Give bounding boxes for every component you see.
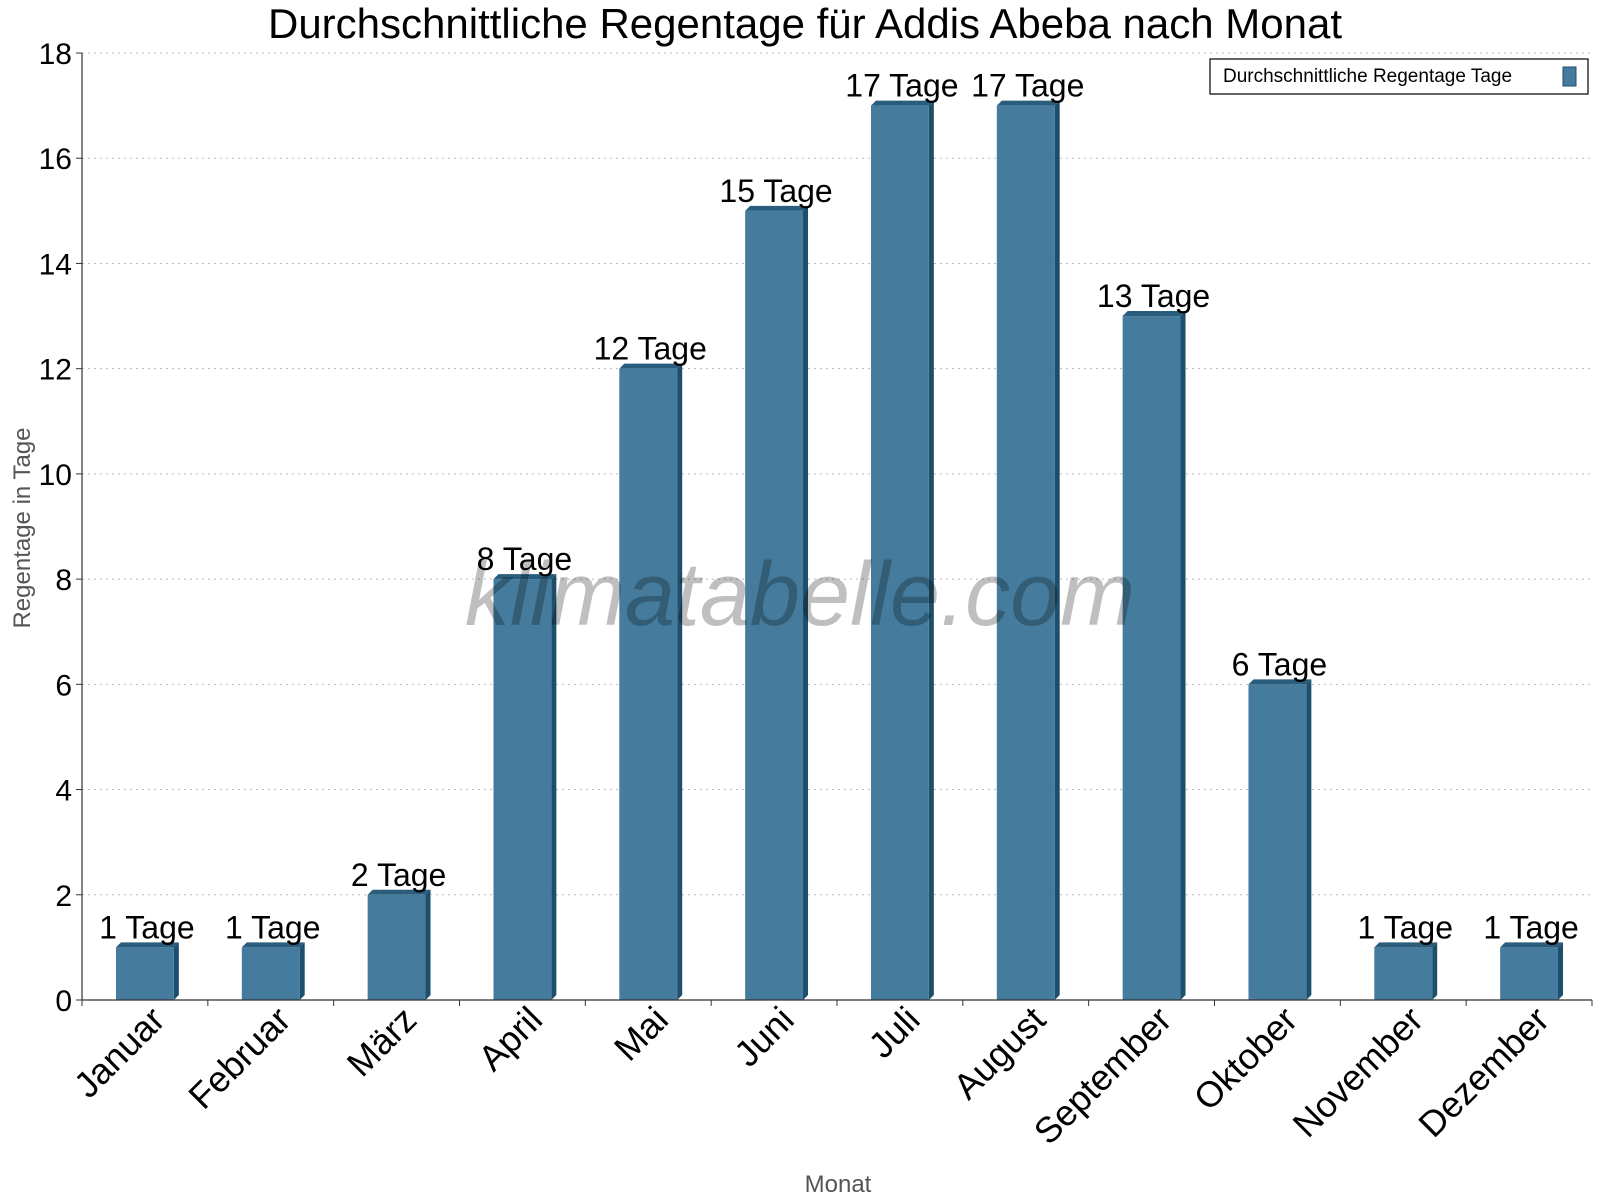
bar-side — [1306, 679, 1312, 1000]
x-tick-label: März — [339, 999, 425, 1085]
data-label: 8 Tage — [477, 541, 573, 577]
data-label: 1 Tage — [1483, 909, 1579, 945]
bar — [1122, 311, 1186, 1000]
bar-top — [1248, 679, 1312, 685]
y-tick-label: 18 — [39, 38, 72, 71]
bar-top — [1122, 311, 1186, 317]
grid — [82, 52, 1592, 896]
bar-face — [1248, 684, 1307, 1000]
y-tick-label: 16 — [39, 143, 72, 176]
bar-top — [619, 363, 683, 369]
bar-face — [619, 368, 678, 1001]
bar-face — [1500, 947, 1559, 1000]
x-tick-label: Mai — [606, 999, 676, 1069]
y-tick-label: 2 — [55, 880, 72, 913]
x-tick-label: Februar — [180, 999, 298, 1117]
x-tick-label: Januar — [66, 999, 173, 1106]
legend-box — [1209, 58, 1589, 95]
bar-face — [1122, 316, 1181, 1000]
bar — [1374, 942, 1438, 1000]
x-tick-label: Juni — [726, 999, 802, 1075]
bar-top — [1500, 942, 1564, 948]
bar — [1248, 679, 1312, 1000]
data-label: 1 Tage — [1358, 909, 1454, 945]
x-tick-label: Oktober — [1186, 999, 1306, 1119]
data-label: 17 Tage — [971, 68, 1084, 104]
y-tick-label: 0 — [55, 985, 72, 1018]
bar-side — [1432, 942, 1438, 1000]
data-label: 17 Tage — [845, 68, 958, 104]
data-labels: 1 Tage 1 Tage 2 Tage 8 Tage 12 Tage 15 Tage 17… — [99, 68, 1579, 946]
bar-side — [1054, 100, 1060, 1001]
watermark: klimatabelle.com — [465, 545, 1135, 645]
legend: Durchschnittliche Regentage Tage — [1209, 58, 1589, 95]
bar-top — [241, 942, 305, 948]
bar-side — [299, 942, 305, 1000]
bar-side — [1558, 942, 1564, 1000]
bar-side — [677, 363, 683, 1001]
bar — [367, 889, 431, 1000]
bar-top — [1374, 942, 1438, 948]
x-axis-title: Monat — [805, 1171, 872, 1198]
y-axis-title: Regentage in Tage — [9, 427, 36, 628]
y-tick-label: 10 — [39, 459, 72, 492]
bar-face — [870, 105, 929, 1001]
data-label: 6 Tage — [1232, 646, 1328, 682]
bar-top — [493, 574, 557, 580]
bar-face — [493, 579, 552, 1000]
data-label: 13 Tage — [1097, 278, 1210, 314]
legend-label: Durchschnittliche Regentage Tage — [1223, 66, 1512, 87]
chart-title: Durchschnittliche Regentage für Addis Ab… — [268, 0, 1342, 47]
data-label: 12 Tage — [594, 331, 707, 367]
bar-top — [367, 889, 431, 895]
x-tick-label: September — [1026, 999, 1180, 1153]
y-tick-label: 8 — [55, 564, 72, 597]
data-label: 15 Tage — [719, 173, 832, 209]
bar-side — [928, 100, 934, 1001]
bar — [1500, 942, 1564, 1000]
bar-side — [1180, 311, 1186, 1000]
bar-side — [173, 942, 179, 1000]
bar — [996, 100, 1060, 1001]
x-tick-label: August — [945, 999, 1053, 1107]
bar-face — [241, 947, 300, 1000]
bar-top — [996, 100, 1060, 106]
bar-top — [115, 942, 179, 948]
bar-face — [745, 210, 804, 1001]
bar-face — [115, 947, 174, 1000]
bar-top — [870, 100, 934, 106]
y-tick-label: 14 — [39, 248, 72, 281]
bar — [619, 363, 683, 1001]
y-tick-label: 6 — [55, 669, 72, 702]
bar-side — [803, 205, 809, 1001]
data-label: 1 Tage — [99, 909, 195, 945]
y-tick-label: 12 — [39, 354, 72, 387]
bar-face — [367, 894, 426, 1000]
bar-top — [745, 205, 809, 211]
bars — [115, 100, 1564, 1001]
legend-swatch — [1562, 66, 1577, 87]
x-tick-label: Juli — [860, 999, 927, 1066]
data-label: 2 Tage — [351, 857, 447, 893]
bar-side — [425, 889, 431, 1000]
bar-side — [551, 574, 557, 1000]
bar — [745, 205, 809, 1001]
bar — [241, 942, 305, 1000]
y-tick-label: 4 — [55, 775, 72, 808]
x-tick-label: April — [470, 999, 550, 1079]
x-tick-label: November — [1284, 999, 1430, 1145]
data-label: 1 Tage — [225, 909, 321, 945]
bar — [870, 100, 934, 1001]
bar — [493, 574, 557, 1000]
bar-face — [996, 105, 1055, 1001]
bar — [115, 942, 179, 1000]
bar-face — [1374, 947, 1433, 1000]
x-tick-label: Dezember — [1410, 999, 1556, 1145]
